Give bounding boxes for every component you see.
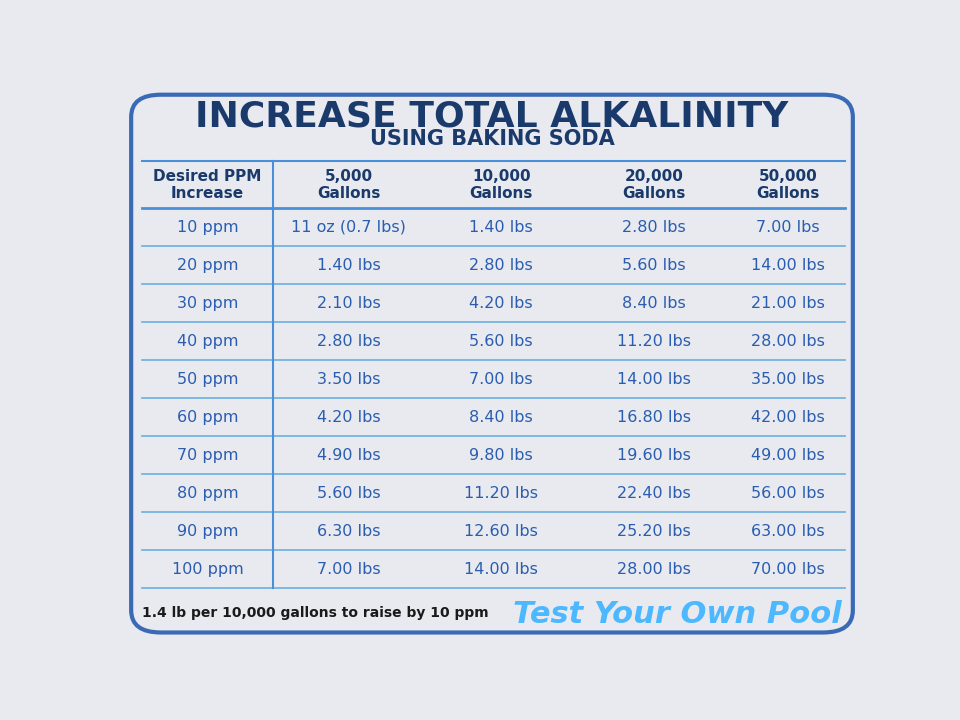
Text: 16.80 lbs: 16.80 lbs xyxy=(617,410,691,425)
Text: 11.20 lbs: 11.20 lbs xyxy=(617,334,691,348)
Text: 7.00 lbs: 7.00 lbs xyxy=(469,372,533,387)
Text: 49.00 lbs: 49.00 lbs xyxy=(751,448,825,463)
Text: INCREASE TOTAL ALKALINITY: INCREASE TOTAL ALKALINITY xyxy=(196,100,788,134)
Text: 14.00 lbs: 14.00 lbs xyxy=(617,372,691,387)
Text: 90 ppm: 90 ppm xyxy=(177,523,238,539)
Text: 9.80 lbs: 9.80 lbs xyxy=(469,448,533,463)
Text: 2.80 lbs: 2.80 lbs xyxy=(622,220,685,235)
Text: 35.00 lbs: 35.00 lbs xyxy=(751,372,825,387)
Text: 50 ppm: 50 ppm xyxy=(177,372,238,387)
Text: Desired PPM
Increase: Desired PPM Increase xyxy=(154,168,262,201)
Text: 20 ppm: 20 ppm xyxy=(177,258,238,273)
Text: 4.20 lbs: 4.20 lbs xyxy=(469,296,533,311)
Text: USING BAKING SODA: USING BAKING SODA xyxy=(370,129,614,149)
Text: 63.00 lbs: 63.00 lbs xyxy=(751,523,825,539)
Text: 22.40 lbs: 22.40 lbs xyxy=(617,486,690,500)
Text: 2.80 lbs: 2.80 lbs xyxy=(469,258,533,273)
Text: 25.20 lbs: 25.20 lbs xyxy=(617,523,690,539)
Text: 28.00 lbs: 28.00 lbs xyxy=(751,334,825,348)
Text: 19.60 lbs: 19.60 lbs xyxy=(617,448,691,463)
Text: 1.40 lbs: 1.40 lbs xyxy=(317,258,381,273)
Text: 80 ppm: 80 ppm xyxy=(177,486,238,500)
Text: 2.10 lbs: 2.10 lbs xyxy=(317,296,381,311)
Text: 5,000
Gallons: 5,000 Gallons xyxy=(317,168,380,201)
Text: 14.00 lbs: 14.00 lbs xyxy=(751,258,825,273)
Text: 60 ppm: 60 ppm xyxy=(177,410,238,425)
Text: 100 ppm: 100 ppm xyxy=(172,562,243,577)
Text: 70 ppm: 70 ppm xyxy=(177,448,238,463)
Text: 5.60 lbs: 5.60 lbs xyxy=(622,258,685,273)
Text: 70.00 lbs: 70.00 lbs xyxy=(751,562,825,577)
Text: 10 ppm: 10 ppm xyxy=(177,220,238,235)
Text: 28.00 lbs: 28.00 lbs xyxy=(617,562,691,577)
Text: 1.4 lb per 10,000 gallons to raise by 10 ppm: 1.4 lb per 10,000 gallons to raise by 10… xyxy=(142,606,489,620)
Text: 14.00 lbs: 14.00 lbs xyxy=(465,562,539,577)
FancyBboxPatch shape xyxy=(132,95,852,632)
Text: 7.00 lbs: 7.00 lbs xyxy=(317,562,380,577)
Text: 8.40 lbs: 8.40 lbs xyxy=(622,296,685,311)
Text: 7.00 lbs: 7.00 lbs xyxy=(756,220,820,235)
Text: 6.30 lbs: 6.30 lbs xyxy=(317,523,380,539)
Text: 30 ppm: 30 ppm xyxy=(177,296,238,311)
Text: 11 oz (0.7 lbs): 11 oz (0.7 lbs) xyxy=(291,220,406,235)
Text: 11.20 lbs: 11.20 lbs xyxy=(465,486,539,500)
Text: 5.60 lbs: 5.60 lbs xyxy=(469,334,533,348)
Text: 20,000
Gallons: 20,000 Gallons xyxy=(622,168,685,201)
Text: 1.40 lbs: 1.40 lbs xyxy=(469,220,533,235)
Text: 3.50 lbs: 3.50 lbs xyxy=(317,372,380,387)
Text: 4.20 lbs: 4.20 lbs xyxy=(317,410,380,425)
Text: Test Your Own Pool: Test Your Own Pool xyxy=(513,600,842,629)
Text: 8.40 lbs: 8.40 lbs xyxy=(469,410,533,425)
Text: 2.80 lbs: 2.80 lbs xyxy=(317,334,381,348)
Text: 56.00 lbs: 56.00 lbs xyxy=(751,486,825,500)
Text: 42.00 lbs: 42.00 lbs xyxy=(751,410,825,425)
Text: 4.90 lbs: 4.90 lbs xyxy=(317,448,380,463)
Text: 21.00 lbs: 21.00 lbs xyxy=(751,296,825,311)
Text: 50,000
Gallons: 50,000 Gallons xyxy=(756,168,820,201)
Text: 5.60 lbs: 5.60 lbs xyxy=(317,486,380,500)
Text: 40 ppm: 40 ppm xyxy=(177,334,238,348)
Text: 10,000
Gallons: 10,000 Gallons xyxy=(469,168,533,201)
Text: 12.60 lbs: 12.60 lbs xyxy=(465,523,539,539)
